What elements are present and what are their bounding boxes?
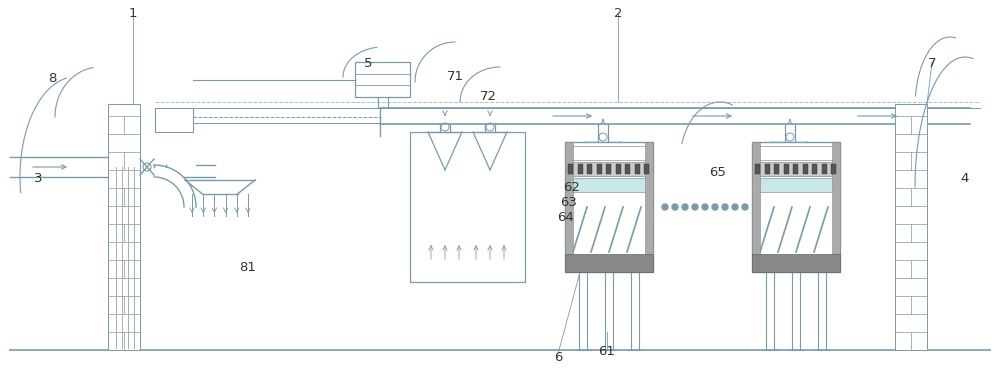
Circle shape bbox=[742, 204, 748, 210]
Bar bbox=[644, 164, 649, 174]
Bar bbox=[565, 178, 653, 192]
Bar bbox=[155, 108, 193, 132]
Bar bbox=[565, 142, 573, 272]
Text: 61: 61 bbox=[599, 345, 615, 358]
Text: 71: 71 bbox=[446, 70, 464, 83]
Bar bbox=[578, 164, 582, 174]
Text: 63: 63 bbox=[561, 196, 577, 209]
Bar bbox=[565, 142, 653, 272]
Circle shape bbox=[692, 204, 698, 210]
Bar bbox=[635, 164, 640, 174]
Bar bbox=[774, 164, 779, 174]
Bar bbox=[587, 164, 592, 174]
Bar bbox=[625, 164, 630, 174]
Bar bbox=[895, 104, 927, 350]
Bar bbox=[822, 164, 826, 174]
Text: 8: 8 bbox=[48, 72, 56, 84]
Text: 1: 1 bbox=[129, 7, 137, 19]
Bar bbox=[596, 164, 602, 174]
Circle shape bbox=[682, 204, 688, 210]
Bar bbox=[567, 146, 651, 160]
Bar bbox=[754, 146, 838, 160]
Circle shape bbox=[672, 204, 678, 210]
Circle shape bbox=[702, 204, 708, 210]
Bar bbox=[752, 254, 840, 272]
Bar bbox=[410, 132, 525, 282]
Text: 7: 7 bbox=[928, 57, 936, 70]
Text: 64: 64 bbox=[557, 211, 573, 224]
Bar bbox=[765, 164, 770, 174]
Bar bbox=[831, 164, 836, 174]
Text: 6: 6 bbox=[554, 351, 562, 363]
Bar bbox=[752, 178, 840, 192]
Bar bbox=[606, 164, 611, 174]
Text: 81: 81 bbox=[240, 262, 256, 274]
Bar bbox=[793, 164, 798, 174]
Circle shape bbox=[732, 204, 738, 210]
Bar bbox=[784, 164, 788, 174]
Bar bbox=[752, 142, 760, 272]
Bar bbox=[752, 142, 840, 272]
Bar bbox=[568, 164, 573, 174]
Bar bbox=[645, 142, 653, 272]
Text: 62: 62 bbox=[564, 182, 580, 194]
Text: 3: 3 bbox=[34, 172, 42, 185]
Text: 2: 2 bbox=[614, 7, 622, 19]
Text: 5: 5 bbox=[364, 57, 372, 70]
Circle shape bbox=[662, 204, 668, 210]
Bar bbox=[616, 164, 620, 174]
Bar bbox=[355, 62, 410, 97]
Text: 4: 4 bbox=[961, 172, 969, 185]
Bar bbox=[565, 254, 653, 272]
Bar bbox=[832, 142, 840, 272]
Text: 65: 65 bbox=[710, 167, 726, 179]
Bar bbox=[108, 104, 140, 350]
Bar bbox=[565, 162, 653, 176]
Bar bbox=[802, 164, 808, 174]
Text: 72: 72 bbox=[480, 90, 496, 103]
Bar bbox=[812, 164, 817, 174]
Bar bbox=[752, 162, 840, 176]
Circle shape bbox=[722, 204, 728, 210]
Bar bbox=[755, 164, 760, 174]
Circle shape bbox=[712, 204, 718, 210]
